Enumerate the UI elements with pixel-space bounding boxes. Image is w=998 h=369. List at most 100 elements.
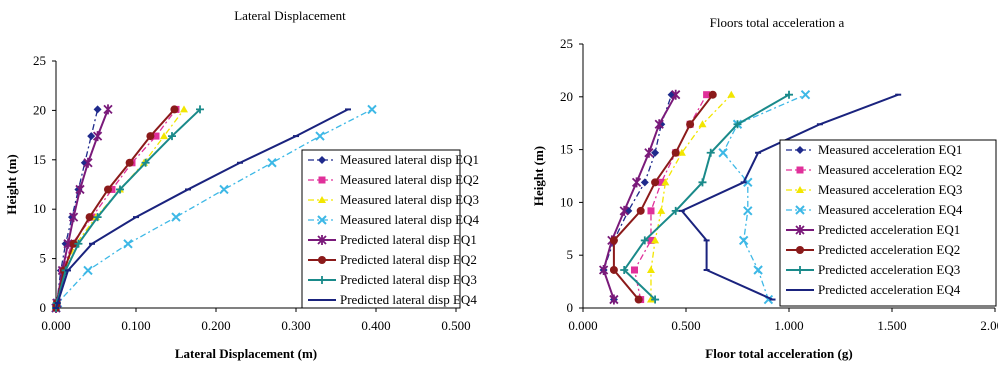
x-tick-label: 1.500 [877,318,906,333]
data-point [74,239,83,248]
legend-item: Predicted lateral disp EQ2 [308,252,477,267]
legend-swatch-marker [795,205,805,215]
legend-label: Measured acceleration EQ2 [818,162,962,177]
data-point [93,213,102,222]
legend-item: Predicted lateral disp EQ3 [308,272,477,287]
y-tick-label: 5 [567,247,574,262]
y-tick-label: 20 [33,102,46,117]
data-point [686,120,695,129]
legend-swatch-marker [318,196,326,203]
data-point [69,239,78,248]
legend-item: Measured lateral disp EQ4 [308,212,479,227]
data-point [83,157,93,168]
data-point [219,184,229,195]
data-point [87,132,96,141]
data-point [644,147,654,158]
legend-label: Measured lateral disp EQ3 [340,192,479,207]
y-tick-label: 5 [40,251,47,266]
legend-swatch-marker [796,246,804,254]
data-point [116,185,124,194]
data-point [706,148,715,157]
series-8 [678,93,902,301]
y-tick-label: 25 [560,36,573,51]
x-tick-label: 0.500 [441,318,470,333]
data-point [180,105,188,113]
data-point [103,104,113,115]
legend-item: Measured acceleration EQ2 [786,162,962,177]
series-line [602,94,677,300]
data-point [634,295,643,304]
legend-item: Measured lateral disp EQ3 [308,192,479,207]
series-7 [620,90,793,304]
data-point [646,265,655,273]
series-6 [609,90,717,304]
legend: Measured lateral disp EQ1 Measured latera… [301,149,479,309]
legend-swatch-marker [795,225,805,235]
data-point [651,295,660,304]
data-point [654,119,664,130]
chart-1: Lateral Displacement 0 5 10 15 20 25 0.000 0.100… [4,8,479,361]
legend-swatch-marker [796,146,804,154]
data-point [620,265,629,274]
legend-swatch-marker [796,266,804,274]
data-point [152,132,160,140]
data-point [651,148,660,157]
x-tick-label: 0.500 [671,318,700,333]
legend-item: Predicted acceleration EQ3 [786,262,960,277]
data-point [367,104,377,115]
data-point [92,131,103,142]
chart-title: Floors total acceleration a [710,15,845,30]
legend-label: Measured acceleration EQ3 [818,182,962,197]
legend-swatch-marker [318,176,326,184]
data-point [640,236,649,245]
data-point [698,178,707,187]
legend-box [779,139,997,307]
data-point [651,236,660,244]
y-tick-label: 20 [560,89,573,104]
data-point [160,132,168,140]
legend-label: Predicted lateral disp EQ4 [340,292,477,307]
data-point [727,90,736,98]
series-line [55,108,201,309]
data-point [657,178,665,186]
y-tick-label: 0 [567,300,574,315]
legend-swatch-marker [318,156,326,164]
data-point [631,177,642,188]
data-point [85,213,94,222]
data-point [738,235,749,246]
data-point [141,158,150,167]
data-point [733,120,742,129]
data-point [636,206,645,215]
legend-label: Predicted acceleration EQ4 [818,282,961,297]
x-axis-title: Lateral Displacement (m) [175,346,317,361]
data-point [657,206,666,214]
series-line [722,94,806,300]
data-point [677,148,686,156]
data-point [785,90,793,99]
legend-label: Predicted lateral disp EQ2 [340,252,477,267]
data-point [170,105,179,114]
data-point [661,178,670,186]
y-tick-label: 15 [560,142,573,157]
data-point [68,212,79,223]
legend-swatch-marker [317,215,327,225]
chart-2: Floors total acceleration a 0 5 10 15 20 25 0.0… [531,15,998,361]
legend-label: Predicted acceleration EQ2 [818,242,960,257]
legend-swatch-marker [796,186,804,193]
legend-item: Measured lateral disp EQ2 [308,172,479,187]
legend-label: Measured acceleration EQ1 [818,142,962,157]
legend-label: Measured lateral disp EQ1 [340,152,479,167]
series-line [612,94,714,301]
data-point [753,265,763,275]
data-point [640,178,649,187]
data-point [718,148,728,158]
data-point [800,89,811,100]
data-point [168,132,176,141]
legend-item: Predicted acceleration EQ1 [786,222,960,237]
legend-box [301,149,461,309]
series-line [633,94,708,300]
data-point [104,185,112,194]
legend-item: Measured lateral disp EQ1 [308,152,479,167]
